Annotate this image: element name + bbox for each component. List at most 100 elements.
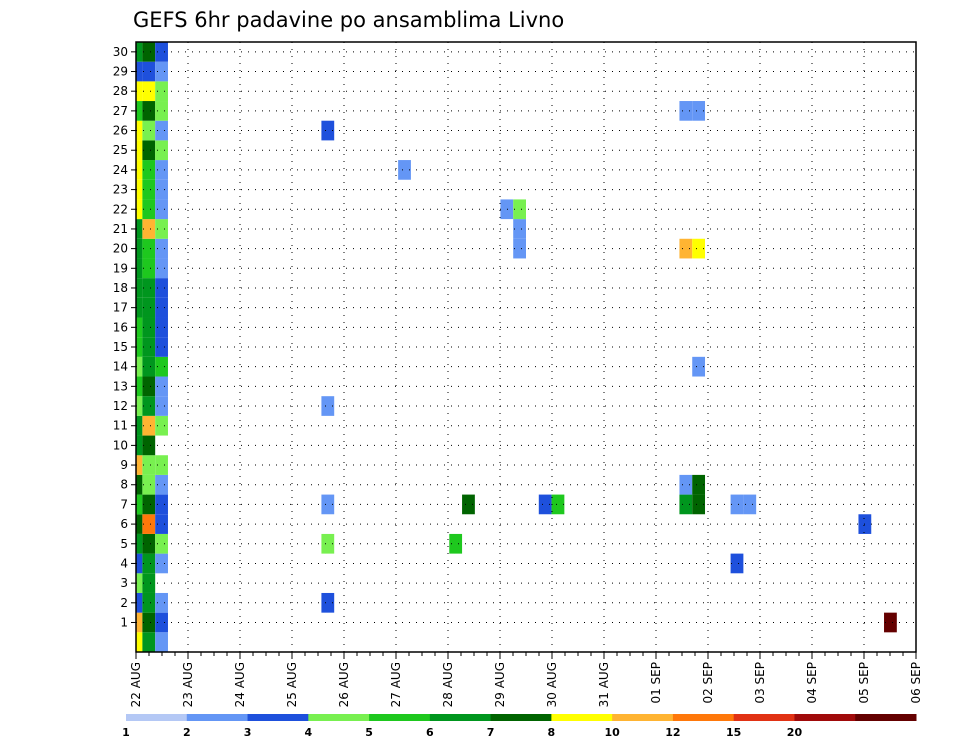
heatmap-cell xyxy=(142,514,156,534)
x-tick-label: 05 SEP xyxy=(857,662,871,704)
legend-swatch xyxy=(794,714,856,721)
heatmap-cell xyxy=(155,592,168,613)
legend-label: 4 xyxy=(304,726,312,739)
y-tick-label: 7 xyxy=(120,497,128,511)
heatmap-cell xyxy=(513,199,526,220)
heatmap-cell xyxy=(155,219,168,239)
y-tick-label: 10 xyxy=(113,438,128,452)
heatmap-cell xyxy=(136,415,143,436)
y-tick-label: 26 xyxy=(113,124,128,138)
heatmap-cell xyxy=(155,297,168,318)
x-tick-label: 06 SEP xyxy=(909,662,923,704)
heatmap-cell xyxy=(155,632,168,652)
heatmap-cell xyxy=(142,238,156,259)
heatmap-cell xyxy=(321,120,335,141)
x-tick-label: 29 AUG xyxy=(493,662,507,707)
heatmap-cell xyxy=(155,376,168,397)
legend-label: 1 xyxy=(122,726,130,739)
legend-label: 3 xyxy=(244,726,252,739)
heatmap-cell xyxy=(142,258,156,279)
x-tick-label: 28 AUG xyxy=(441,662,455,707)
heatmap-cell xyxy=(142,553,156,574)
heatmap-cell xyxy=(136,632,143,652)
heatmap-cell xyxy=(136,120,143,141)
legend-label: 12 xyxy=(665,726,680,739)
x-tick-label: 04 SEP xyxy=(805,662,819,704)
y-tick-label: 18 xyxy=(113,281,128,295)
heatmap-cell xyxy=(142,474,156,495)
heatmap-cell xyxy=(142,592,156,613)
legend-label: 20 xyxy=(787,726,803,739)
x-tick-label: 31 AUG xyxy=(597,662,611,707)
heatmap-cell xyxy=(136,42,143,62)
heatmap-cell xyxy=(142,632,156,652)
heatmap-cell xyxy=(136,140,143,161)
legend-label: 10 xyxy=(604,726,620,739)
heatmap-cell xyxy=(142,42,156,62)
heatmap-cell xyxy=(551,494,565,515)
legend-swatch xyxy=(126,714,188,721)
heatmap-cell xyxy=(679,101,693,121)
y-tick-label: 12 xyxy=(113,399,128,413)
heatmap-cell xyxy=(142,160,156,180)
x-tick-label: 03 SEP xyxy=(753,662,767,704)
heatmap-cell xyxy=(449,533,463,554)
legend-label: 6 xyxy=(426,726,434,739)
heatmap-cell xyxy=(142,297,156,318)
heatmap-cell xyxy=(142,533,156,554)
x-tick-label: 27 AUG xyxy=(389,662,403,707)
heatmap-cell xyxy=(155,337,168,357)
y-tick-label: 11 xyxy=(113,419,128,433)
heatmap-cell xyxy=(730,494,744,515)
heatmap-cell xyxy=(136,317,143,338)
heatmap-cell xyxy=(155,101,168,121)
heatmap-cell xyxy=(692,101,706,121)
heatmap-cell xyxy=(136,61,143,82)
y-tick-label: 23 xyxy=(113,183,128,197)
y-tick-label: 9 xyxy=(120,458,128,472)
dotted-grid xyxy=(136,42,916,652)
x-tick-label: 25 AUG xyxy=(285,662,299,707)
legend-swatch xyxy=(308,714,370,721)
heatmap-cell xyxy=(155,396,168,416)
heatmap-cell xyxy=(730,553,744,574)
heatmap-cell xyxy=(136,474,143,495)
y-tick-label: 3 xyxy=(120,576,128,590)
heatmap-cell xyxy=(136,179,143,200)
x-tick-label: 02 SEP xyxy=(701,662,715,704)
heatmap-cell xyxy=(142,494,156,515)
heatmap-cell xyxy=(142,199,156,220)
heatmap-cell xyxy=(136,81,143,102)
x-axis: 22 AUG 23 AUG 24 AUG 25 AUG 26 AUG 27 AUG 28 A… xyxy=(129,652,923,707)
heatmap-cell xyxy=(142,61,156,82)
heatmap-cell xyxy=(155,199,168,220)
heatmap-cell xyxy=(155,258,168,279)
heatmap-cell xyxy=(136,435,143,456)
heatmap-cell xyxy=(155,612,168,633)
x-tick-label: 23 AUG xyxy=(181,662,195,707)
heatmap-cell xyxy=(142,573,156,593)
legend-swatch xyxy=(429,714,492,721)
heatmap-cell xyxy=(155,179,168,200)
legend-label: 8 xyxy=(548,726,556,739)
heatmap-cell xyxy=(142,101,156,121)
heatmap-cell xyxy=(136,258,143,279)
heatmap-cell xyxy=(136,592,143,613)
y-tick-label: 28 xyxy=(113,84,128,98)
y-tick-label: 6 xyxy=(120,517,128,531)
heatmap-cell xyxy=(136,455,143,475)
y-tick-label: 4 xyxy=(120,556,128,570)
heatmap-cells xyxy=(136,42,897,652)
y-tick-label: 8 xyxy=(120,478,128,492)
legend-swatch xyxy=(186,714,249,721)
legend-label: 2 xyxy=(183,726,191,739)
chart-title: GEFS 6hr padavine po ansamblima Livno xyxy=(133,8,564,32)
heatmap-cell xyxy=(321,494,335,515)
heatmap-cell xyxy=(136,337,143,357)
x-tick-label: 01 SEP xyxy=(649,662,663,704)
heatmap-cell xyxy=(142,337,156,357)
heatmap-cell xyxy=(136,533,143,554)
heatmap-cell xyxy=(155,140,168,161)
y-tick-label: 1 xyxy=(120,615,128,629)
y-tick-label: 17 xyxy=(113,301,128,315)
